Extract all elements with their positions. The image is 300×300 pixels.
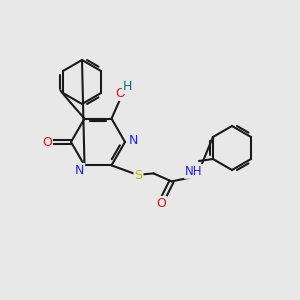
Text: S: S <box>134 169 142 182</box>
Text: N: N <box>128 134 138 148</box>
Text: H: H <box>123 80 132 93</box>
Text: O: O <box>157 197 166 210</box>
Text: NH: NH <box>185 165 202 178</box>
Text: O: O <box>116 87 125 100</box>
Text: O: O <box>42 136 52 148</box>
Text: N: N <box>75 164 84 177</box>
